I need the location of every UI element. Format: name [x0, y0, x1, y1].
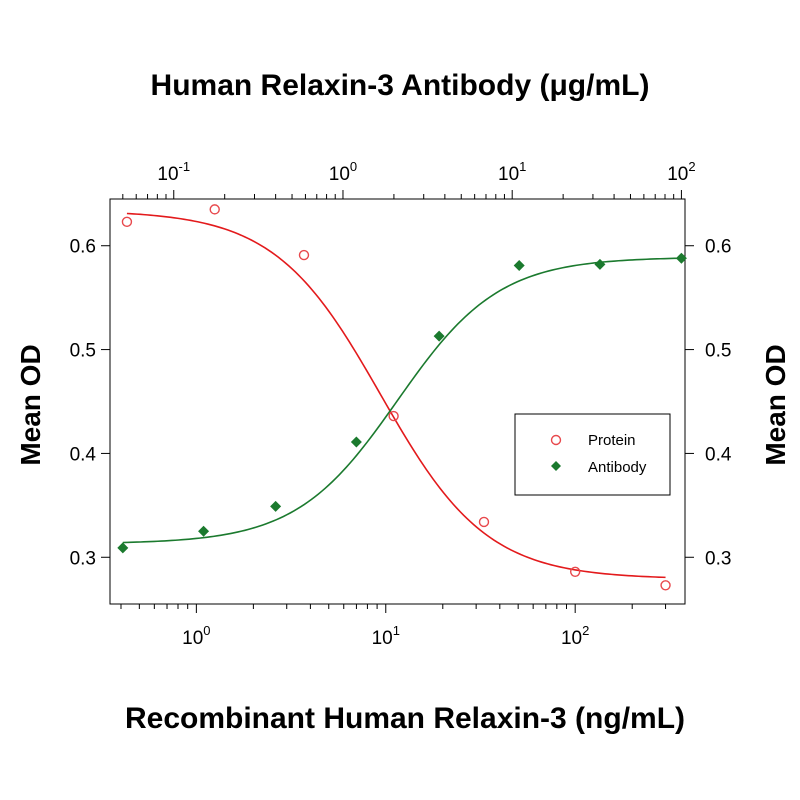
top-tick-label-2: 101	[498, 159, 526, 185]
point-protein	[298, 249, 310, 261]
legend-box	[514, 413, 671, 496]
legend-label-antibody: Antibody	[588, 459, 647, 476]
fit-curve-protein	[126, 212, 666, 579]
point-protein	[121, 216, 133, 228]
point-antibody	[433, 330, 445, 342]
x-tick-label-0: 100	[182, 623, 210, 649]
y-tick-label-left-1: 0.4	[70, 444, 97, 465]
y-axis-title-right: Mean OD	[760, 344, 791, 465]
y-tick-label-left-2: 0.5	[70, 341, 96, 362]
x-axis-title: Recombinant Human Relaxin-3 (ng/mL)	[125, 702, 685, 735]
legend-label-protein: Protein	[588, 432, 636, 449]
point-antibody	[513, 259, 525, 271]
top-tick-label-3: 102	[667, 159, 695, 185]
point-protein	[388, 410, 399, 422]
point-protein	[569, 566, 581, 578]
point-protein	[660, 580, 671, 591]
top-tick-label-1: 100	[329, 159, 357, 185]
y-tick-label-right-0: 0.3	[705, 548, 731, 569]
chart-title: Human Relaxin-3 Antibody (μg/mL)	[151, 69, 650, 102]
y-tick-label-right-3: 0.6	[705, 237, 731, 258]
y-tick-label-right-1: 0.4	[705, 444, 732, 465]
legend-marker-antibody	[551, 461, 561, 471]
axis-ticks: 100 101 102 10-1 100 101 102 0.3 0.3 0.4 0.4 0.5 0.5…	[70, 159, 732, 649]
y-axis-title-left: Mean OD	[15, 344, 46, 465]
fit-curve-antibody	[122, 257, 682, 544]
point-protein	[209, 204, 220, 215]
point-antibody	[270, 500, 282, 512]
y-tick-label-left-0: 0.3	[70, 548, 96, 569]
legend-marker-protein	[550, 434, 562, 446]
fit-curves	[122, 212, 682, 579]
y-tick-label-left-3: 0.6	[70, 237, 96, 258]
point-protein	[478, 516, 490, 528]
point-antibody	[594, 258, 606, 270]
legend: Protein Antibody	[514, 413, 671, 496]
y-tick-label-right-2: 0.5	[705, 341, 731, 362]
x-tick-label-2: 102	[561, 623, 589, 649]
plot-frame	[109, 198, 686, 605]
top-tick-label-0: 10-1	[157, 159, 190, 185]
data-markers	[117, 204, 687, 591]
point-antibody	[350, 436, 362, 448]
point-antibody	[675, 252, 687, 264]
point-antibody	[117, 542, 129, 554]
point-antibody	[198, 525, 210, 537]
x-tick-label-1: 101	[372, 623, 400, 649]
